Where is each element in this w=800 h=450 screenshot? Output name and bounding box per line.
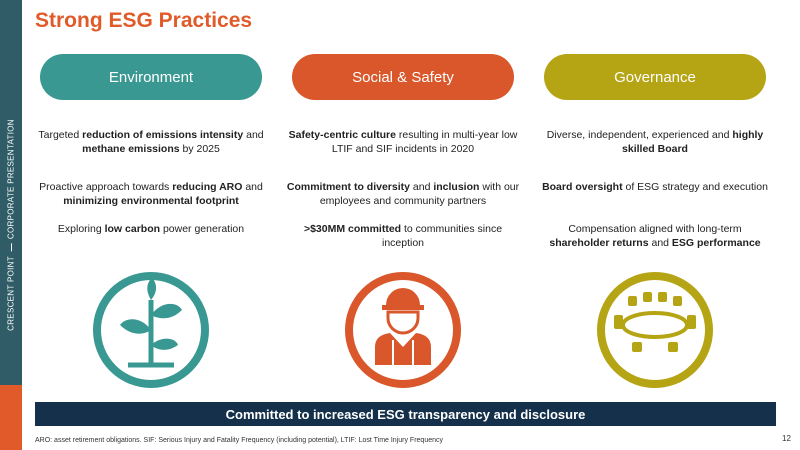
slide-title: Strong ESG Practices (35, 9, 253, 32)
text-run: Proactive approach towards (39, 181, 173, 193)
text-run: of ESG strategy and execution (622, 181, 768, 193)
bullet-text: Board oversight of ESG strategy and exec… (537, 180, 773, 194)
bold-text: low carbon (104, 223, 161, 235)
text-run: Diverse, independent, experienced and (546, 129, 733, 141)
bold-text: highly skilled Board (622, 129, 764, 155)
bold-text: Commitment to diversity (286, 181, 410, 193)
text-run: resulting in multi-year low LTIF and SIF… (331, 129, 518, 155)
page-number: 12 (782, 434, 791, 443)
text-run: with our employees and community partner… (319, 181, 520, 207)
banner: Committed to increased ESG transparency … (35, 402, 776, 426)
text-run: Exploring (57, 223, 105, 235)
text-run: and (648, 237, 672, 249)
bold-text: reduction of emissions intensity (82, 129, 244, 141)
worker-icon (345, 272, 461, 388)
side-accent (0, 385, 22, 450)
bullet-text: >$30MM committed to communities since in… (285, 222, 521, 250)
text-run: Targeted (38, 129, 83, 141)
boardroom-icon (597, 272, 713, 388)
bullet-text: Compensation aligned with long-term shar… (537, 222, 773, 250)
bold-text: >$30MM committed (303, 223, 402, 235)
bold-text: shareholder returns (549, 237, 649, 249)
text-run: by 2025 (179, 143, 220, 155)
column-heading: Social & Safety (292, 54, 514, 100)
bold-text: methane emissions (82, 143, 180, 155)
bullet-text: Targeted reduction of emissions intensit… (33, 128, 269, 156)
text-run: and (243, 129, 264, 141)
bullet-text: Diverse, independent, experienced and hi… (537, 128, 773, 156)
text-run: power generation (160, 223, 245, 235)
bullet-text: Commitment to diversity and inclusion wi… (285, 180, 521, 208)
side-bar (0, 0, 22, 385)
bullet-text: Safety-centric culture resulting in mult… (285, 128, 521, 156)
bold-text: reducing ARO (172, 181, 243, 193)
text-run: to communities since inception (381, 223, 503, 249)
bullet-text: Exploring low carbon power generation (33, 222, 269, 236)
footnote: ARO: asset retirement obligations. SIF: … (35, 437, 443, 444)
bold-text: minimizing environmental footprint (63, 195, 239, 207)
text-run: and (242, 181, 263, 193)
plant-icon (93, 272, 209, 388)
bold-text: ESG performance (671, 237, 761, 249)
column-heading: Governance (544, 54, 766, 100)
column-heading: Environment (40, 54, 262, 100)
bold-text: Safety-centric culture (288, 129, 396, 141)
bold-text: inclusion (433, 181, 480, 193)
bullet-text: Proactive approach towards reducing ARO … (33, 180, 269, 208)
text-run: and (409, 181, 434, 193)
text-run: Compensation aligned with long-term (568, 223, 742, 235)
bold-text: Board oversight (542, 181, 623, 193)
